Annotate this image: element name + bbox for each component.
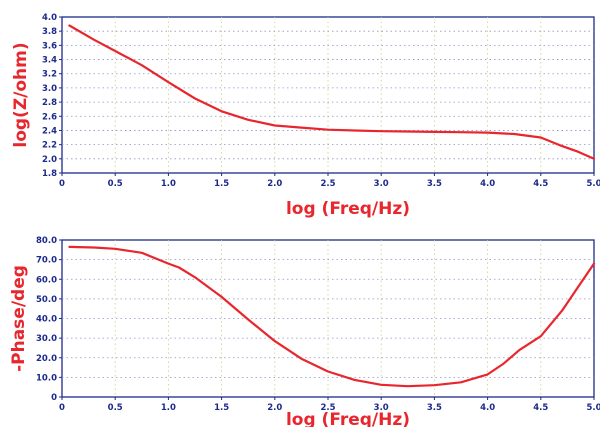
data-point (221, 296, 223, 298)
data-point (513, 133, 515, 135)
y-tick-label: 3.8 (42, 27, 57, 37)
data-point (460, 131, 462, 133)
x-tick-label: 0 (59, 179, 65, 189)
y-tick-label: 1.8 (42, 169, 57, 179)
x-tick-label: 1.0 (161, 179, 176, 189)
data-point (194, 97, 196, 100)
data-point (274, 340, 276, 342)
y-tick-label: 2.0 (42, 155, 57, 165)
x-tick-label: 3.5 (427, 179, 442, 189)
data-point (141, 252, 143, 254)
y-tick-label: 40.0 (36, 315, 57, 325)
data-point (68, 246, 71, 248)
x-tick-label: 2.5 (320, 403, 335, 413)
data-point (502, 363, 505, 365)
data-point (354, 129, 356, 132)
y-tick-label: 3.6 (42, 41, 57, 51)
y-tick-label: 3.4 (42, 56, 57, 66)
data-point (380, 130, 382, 132)
x-tick-label: 0 (59, 403, 65, 413)
data-point (518, 349, 521, 351)
y-tick-label: 2.6 (42, 112, 57, 122)
data-point (114, 248, 116, 250)
data-point (221, 110, 223, 112)
data-point (380, 384, 382, 386)
phase-chart: 0 0.5 1.0 1.5 2.0 2.5 3.0 3.5 4.0 4.5 5.0 0 10.0 20.0… (9, 236, 600, 427)
x-tick-label: 0.5 (108, 403, 123, 413)
data-point (593, 262, 595, 265)
x-axis-label: log (Freq/Hz) (286, 410, 410, 427)
data-point (300, 358, 302, 360)
y-tick-label: 80.0 (36, 236, 57, 246)
x-tick-label: 3.0 (374, 403, 389, 413)
data-point (577, 151, 579, 153)
x-tick-label: 4.5 (533, 179, 548, 189)
data-point (561, 310, 563, 312)
log-impedance-chart: 0 0.5 1.0 1.5 2.0 2.5 3.0 3.5 4.0 4.5 5.0 1.8 2.0 2.2… (11, 13, 600, 219)
x-tick-label: 1.0 (161, 403, 176, 413)
x-tick-label: 2.0 (267, 179, 282, 189)
x-tick-label: 3.5 (427, 403, 442, 413)
y-tick-label: 0 (51, 393, 57, 403)
data-point (274, 124, 276, 127)
y-tick-label: 60.0 (36, 275, 57, 285)
y-axis-label: log(Z/ohm) (11, 42, 31, 147)
y-tick-label: 30.0 (36, 334, 57, 344)
data-point (487, 131, 489, 134)
data-point (300, 127, 302, 129)
y-tick-label: 10.0 (36, 373, 57, 383)
y-tick-label: 2.2 (42, 141, 57, 151)
data-point (247, 318, 249, 321)
data-point (433, 384, 435, 386)
data-point (407, 385, 409, 387)
data-point (178, 266, 180, 269)
y-tick-label: 4.0 (42, 13, 57, 23)
series-line-0 (68, 24, 596, 160)
data-point (247, 119, 249, 121)
x-tick-label: 5.0 (586, 403, 600, 413)
data-point (327, 370, 329, 373)
data-point (407, 130, 409, 133)
data-point (354, 379, 356, 381)
data-point (577, 286, 579, 288)
data-point (141, 64, 143, 66)
data-point (593, 158, 595, 160)
x-tick-label: 1.5 (214, 403, 229, 413)
data-point (167, 262, 169, 265)
data-point (93, 246, 95, 249)
y-tick-label: 3.2 (42, 70, 57, 80)
data-point (327, 129, 329, 131)
series-line-0 (68, 245, 596, 388)
x-tick-label: 2.0 (267, 403, 282, 413)
data-point (114, 50, 116, 52)
data-point (194, 276, 196, 278)
data-point (487, 373, 489, 376)
data-point (167, 81, 169, 83)
data-point (433, 131, 435, 133)
x-tick-label: 3.0 (374, 179, 389, 189)
x-tick-label: 1.5 (214, 179, 229, 189)
data-point (460, 381, 462, 383)
x-tick-label: 4.5 (533, 403, 548, 413)
y-tick-label: 2.8 (42, 98, 57, 108)
x-tick-label: 0.5 (108, 179, 123, 189)
x-tick-label: 4.0 (480, 179, 495, 189)
y-tick-label: 70.0 (36, 256, 57, 266)
data-point (540, 136, 542, 139)
y-axis-label: -Phase/deg (9, 265, 29, 372)
y-tick-label: 2.4 (42, 126, 57, 136)
x-axis-label: log (Freq/Hz) (286, 199, 410, 219)
y-tick-label: 50.0 (36, 295, 57, 305)
x-tick-label: 4.0 (480, 403, 495, 413)
y-tick-label: 3.0 (42, 84, 57, 94)
y-tick-label: 20.0 (36, 354, 57, 364)
x-tick-label: 2.5 (320, 179, 335, 189)
data-point (93, 39, 95, 41)
data-point (561, 145, 563, 147)
data-point (540, 335, 542, 337)
x-tick-label: 5.0 (586, 179, 600, 189)
data-point (68, 24, 71, 27)
